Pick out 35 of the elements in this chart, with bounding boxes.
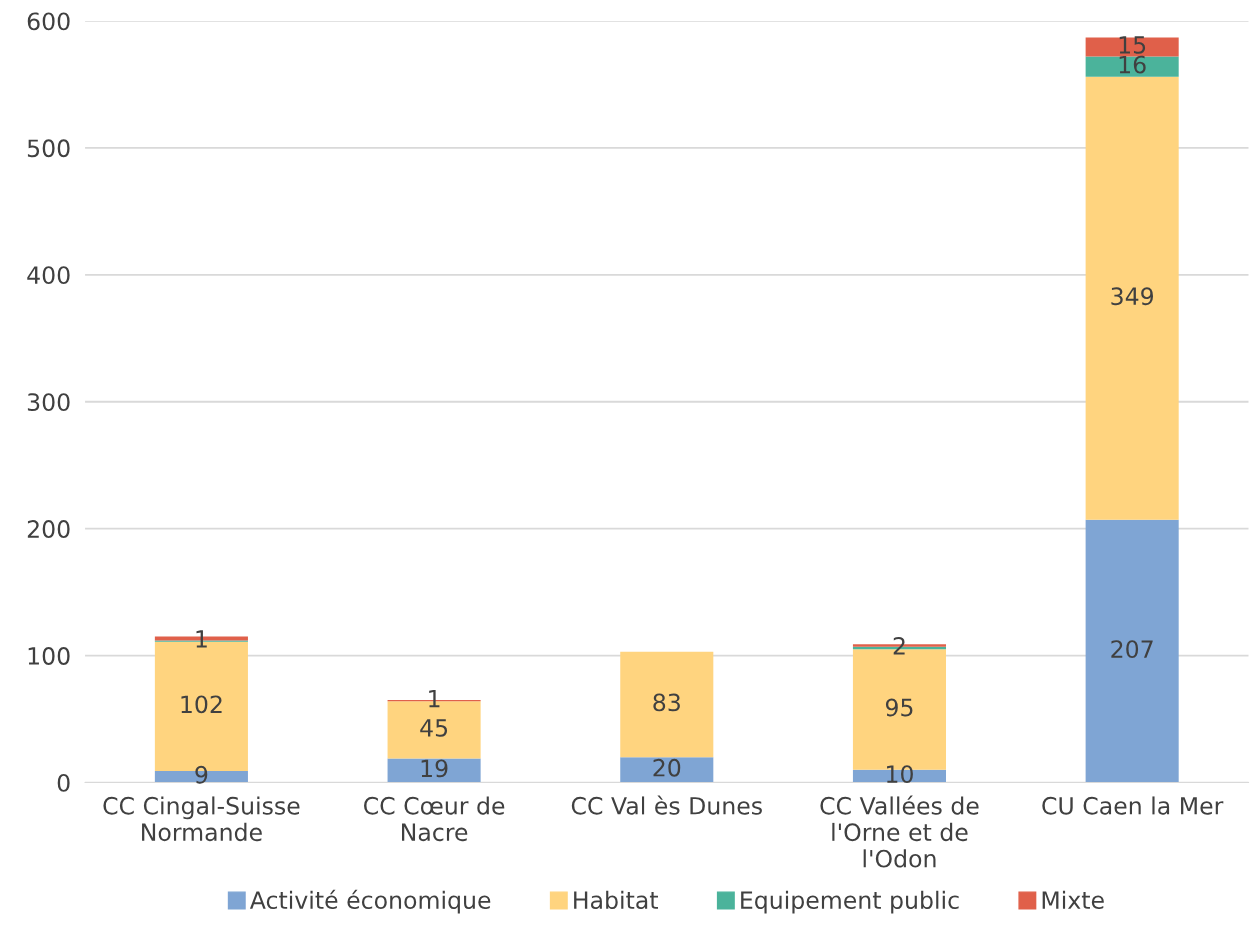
data-label: 9 — [195, 765, 208, 784]
x-tick-label: CC Vallées de l'Orne et de l'Odon — [820, 795, 979, 868]
bar — [387, 758, 481, 783]
y-tick-label: 600 — [27, 12, 70, 31]
bar — [1085, 76, 1179, 520]
y-tick-label: 500 — [27, 139, 70, 158]
bar — [1085, 37, 1179, 57]
data-label: 95 — [885, 698, 913, 717]
bar — [1085, 56, 1179, 77]
x-tick-label: CC Val ès Dunes — [571, 795, 762, 815]
legend-label: Equipement public — [741, 890, 959, 914]
x-tick-label: CC Cœur de Nacre — [364, 796, 505, 842]
legend-label: Habitat — [574, 890, 658, 910]
data-label: 83 — [653, 693, 680, 712]
data-label: 45 — [420, 719, 448, 737]
x-tick-label: CU Caen la Mer — [1042, 796, 1224, 815]
y-tick-label: 0 — [57, 773, 70, 792]
data-label: 16 — [1119, 55, 1146, 74]
bar — [620, 757, 714, 783]
data-label: 20 — [653, 758, 681, 777]
data-label: 19 — [421, 759, 448, 778]
y-tick-label: 200 — [27, 520, 70, 538]
bar — [620, 651, 714, 758]
legend-label: Activité économique — [249, 889, 491, 914]
bar — [1085, 519, 1179, 783]
y-tick-label: 300 — [27, 393, 70, 412]
legend-label: Mixte — [1042, 890, 1104, 910]
x-tick-label: CC Cingal-Suisse Normande — [103, 796, 300, 842]
data-label: 207 — [1111, 640, 1153, 659]
data-label: 102 — [181, 695, 222, 714]
data-label: 349 — [1111, 287, 1154, 306]
y-tick-label: 400 — [27, 266, 70, 285]
y-tick-label: 100 — [28, 647, 70, 665]
data-label: 15 — [1119, 36, 1146, 54]
data-label: 10 — [887, 765, 913, 784]
